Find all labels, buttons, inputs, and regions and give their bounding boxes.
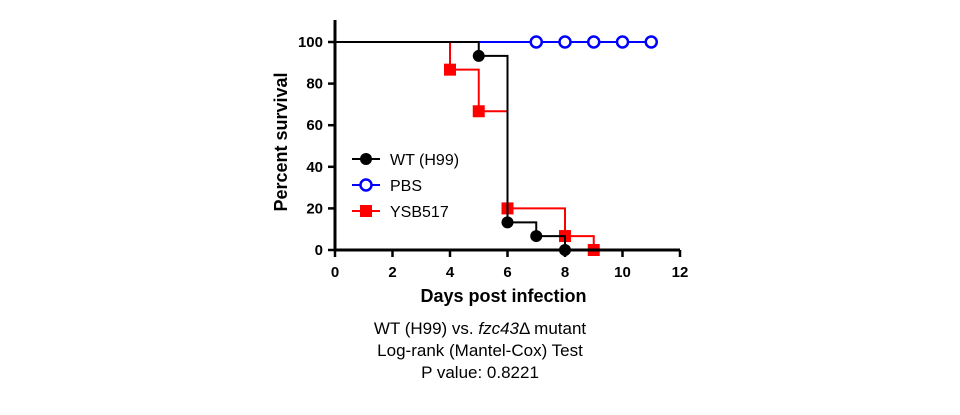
- data-point-pbs: [615, 35, 630, 49]
- caption-gene-italic: fzc43: [478, 319, 520, 338]
- series-pbs: [335, 35, 658, 49]
- series-wt-h99: [335, 41, 571, 256]
- y-tick-label: 0: [315, 242, 323, 259]
- legend-label-wt-h99: WT (H99): [390, 152, 459, 169]
- data-point-ysb517: [472, 105, 485, 118]
- caption-suffix: Δ mutant: [519, 319, 587, 338]
- data-point-pbs: [529, 35, 543, 49]
- y-tick-label: 100: [298, 34, 323, 51]
- y-axis-title: Percent survival: [271, 72, 291, 211]
- series-layer: [335, 35, 658, 256]
- data-point-pbs: [587, 35, 601, 49]
- y-tick-label: 40: [306, 159, 323, 176]
- x-tick-label: 0: [331, 264, 339, 281]
- axes-layer: 0 2 4 6 8 10 12 0 20 40 60 80 100 Days post infection…: [271, 20, 688, 306]
- caption-prefix: WT (H99) vs.: [373, 319, 479, 338]
- legend-marker-ysb517: [360, 205, 372, 217]
- x-tick-label: 8: [561, 264, 569, 281]
- x-tick-label: 12: [672, 264, 689, 281]
- x-tick-label: 4: [446, 264, 455, 281]
- series-ysb517: [335, 41, 600, 256]
- legend-marker-pbs: [359, 178, 373, 192]
- data-point-pbs: [644, 35, 658, 49]
- y-tick-label: 20: [306, 200, 323, 217]
- legend-label-pbs: PBS: [390, 178, 422, 195]
- x-tick-label: 2: [388, 264, 396, 281]
- data-point-wt-h99: [530, 230, 543, 243]
- series-line-ysb517: [335, 41, 595, 250]
- data-point-wt-h99: [501, 216, 514, 229]
- x-axis-title: Days post infection: [420, 286, 586, 306]
- data-point-pbs: [558, 35, 572, 49]
- data-point-ysb517: [444, 63, 456, 76]
- legend-label-ysb517: YSB517: [390, 204, 449, 221]
- x-tick-label: 6: [503, 264, 511, 281]
- y-tick-label: 80: [306, 76, 323, 93]
- y-tick-label: 60: [306, 117, 323, 134]
- legend-marker-wt-h99: [360, 153, 372, 165]
- caption-line-3: P value: 0.8221: [421, 363, 539, 382]
- legend-item-ysb517: YSB517: [352, 204, 449, 221]
- chart-caption: WT (H99) vs. fzc43Δ mutant Log-rank (Man…: [330, 318, 630, 384]
- x-tick-label: 10: [614, 264, 631, 281]
- data-point-wt-h99: [472, 49, 485, 62]
- caption-line-1: WT (H99) vs. fzc43Δ mutant: [330, 318, 630, 340]
- legend-item-wt-h99: WT (H99): [352, 152, 459, 169]
- legend: WT (H99) PBS YSB517: [352, 152, 459, 221]
- legend-item-pbs: PBS: [352, 178, 422, 195]
- caption-line-2: Log-rank (Mantel-Cox) Test: [377, 341, 583, 360]
